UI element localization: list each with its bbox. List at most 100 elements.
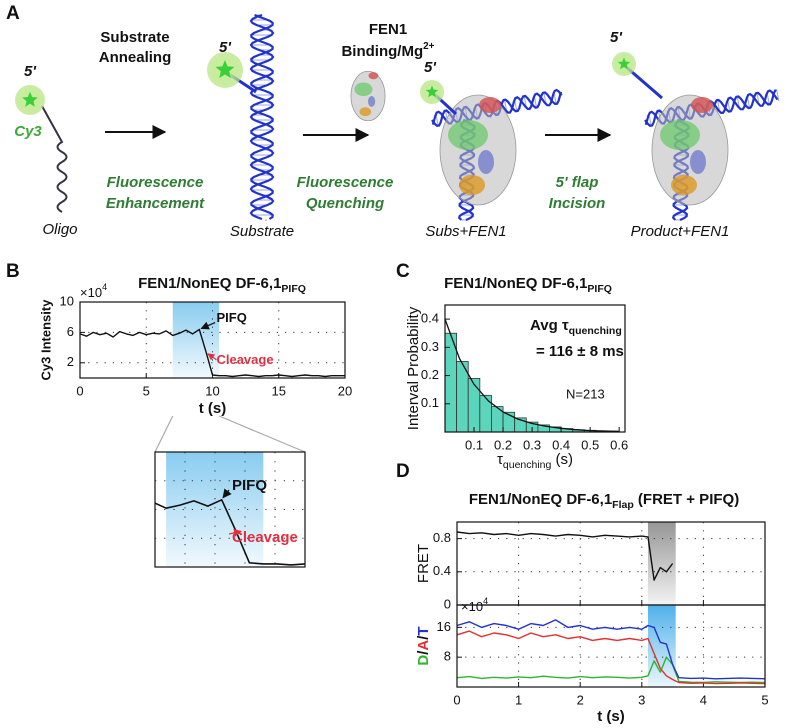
step-effect: Fluorescence [107,174,204,191]
panel-label: B [6,261,20,282]
step-effect: Fluorescence [297,174,394,191]
x-axis-label: t (s) [199,400,227,417]
panel-label: D [396,461,410,482]
annotation: Cleavage [216,352,273,367]
plot-frame [154,451,306,568]
x-axis-label-part: quenching [503,459,552,471]
x-tick-label: 0 [453,692,460,707]
annotation: = 116 ± 8 ms [536,343,624,360]
y-tick-label: 0.2 [421,367,439,382]
protein-domain [660,120,700,150]
chart-title-part: FEN1/NonEQ DF-6,1 [469,491,612,508]
plot-frame [79,301,346,379]
y-tick-label: 0 [444,596,451,611]
x-tick-label: 0.4 [552,437,570,452]
chart-title-part: PIFQ [587,283,612,295]
x-axis-label: τquenching (s) [497,451,573,471]
y-tick-label: 10 [60,293,74,308]
protein-domain [359,107,372,117]
annotation: Cleavage [232,529,298,546]
chart-title-part: PIFQ [281,283,306,295]
oligo-label: Oligo [42,221,77,238]
chart-title-part: Flap [612,499,634,511]
y-tick-label: 0.4 [433,563,451,578]
trace [456,630,766,685]
x-tick-label: 0.1 [465,437,483,452]
step-effect: Incision [549,195,606,212]
panel-label: A [6,3,20,24]
annotation-arrow [228,529,242,537]
dye-star [425,85,439,98]
annotation: PIFQ [216,310,246,325]
end-label: 5' [424,59,436,76]
protein-domain [478,150,494,174]
protein-domain [368,72,379,80]
step-effect: Enhancement [106,195,205,212]
x-tick-label: 20 [338,383,352,398]
highlight [172,302,220,378]
end-label: 5' [219,39,231,56]
x-tick-label: 0.5 [581,437,599,452]
oligo-strand [41,105,68,213]
y-axis-label-part: / [415,650,432,655]
x-axis-label: t (s) [597,708,625,725]
y-axis-label-part: FRET [415,544,432,583]
protein-domain [479,97,501,113]
x-tick-label: 5 [143,383,150,398]
y-tick-label: 16 [437,619,451,634]
x-tick-label: 0.6 [610,437,628,452]
protein-domain [368,96,376,107]
x-axis-label-part: (s) [551,451,573,468]
dna-rung [776,89,780,102]
step-action: Annealing [99,49,172,66]
y-tick-label: 8 [444,649,451,664]
diagram-art [15,13,780,222]
annotation-part: Avg τ [530,317,569,334]
annotation: PIFQ [232,477,267,494]
y-tick-label: 2 [67,354,74,369]
y-tick-label: 0.8 [433,530,451,545]
y-axis-label: FRET [415,544,432,583]
y-tick-label: 0.1 [421,395,439,410]
x-tick-label: 1 [515,692,522,707]
dye-star [215,60,235,78]
x-tick-label: 4 [700,692,707,707]
y-multiplier-part: ×10 [461,599,483,614]
x-tick-label: 5 [761,692,768,707]
x-axis-label-part: τ [497,451,503,468]
y-multiplier-part: ×10 [80,285,102,300]
dna-strand [249,13,275,221]
chart-title: FEN1/NonEQ DF-6,1PIFQ [444,275,612,295]
y-multiplier: ×104 [80,282,107,300]
y-tick-label: 0.4 [421,311,439,326]
complex-label: Subs+FEN1 [425,223,506,240]
x-tick-label: 0.2 [494,437,512,452]
y-axis-label: Interval Probability [405,306,422,430]
highlight [647,522,676,605]
y-multiplier-part: 4 [102,282,107,292]
panel-label: C [396,261,410,282]
x-tick-label: 2 [577,692,584,707]
annotation-arrow [207,353,217,361]
trace [456,619,766,680]
y-tick-label: 0.3 [421,339,439,354]
y-axis-label: D/A/T [415,626,432,665]
trace [155,499,305,566]
y-multiplier: ×104 [461,596,488,614]
dye-star [617,57,631,70]
dna-strand [250,13,274,220]
protein-domain [354,82,373,96]
bar [444,332,458,433]
step-effect: Quenching [306,195,384,212]
y-axis-label-part: T [415,626,432,635]
bar [467,377,481,433]
annotation: Avg τquenching [530,317,622,337]
x-tick-label: 3 [638,692,645,707]
trace [79,328,345,378]
x-tick-label: 15 [272,383,286,398]
plot-frame [444,304,626,433]
product-label: Product+FEN1 [631,223,730,240]
x-tick-label: 10 [205,383,219,398]
highlight [166,452,264,567]
